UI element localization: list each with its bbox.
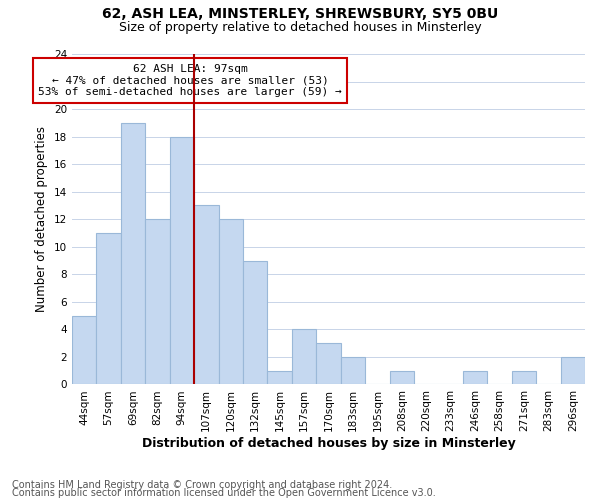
- Bar: [268, 370, 292, 384]
- Text: 62 ASH LEA: 97sqm
← 47% of detached houses are smaller (53)
53% of semi-detached: 62 ASH LEA: 97sqm ← 47% of detached hous…: [38, 64, 342, 97]
- Y-axis label: Number of detached properties: Number of detached properties: [35, 126, 48, 312]
- Bar: [560, 357, 585, 384]
- Bar: [512, 370, 536, 384]
- Bar: [97, 233, 121, 384]
- X-axis label: Distribution of detached houses by size in Minsterley: Distribution of detached houses by size …: [142, 437, 515, 450]
- Bar: [243, 260, 268, 384]
- Text: Size of property relative to detached houses in Minsterley: Size of property relative to detached ho…: [119, 21, 481, 34]
- Bar: [194, 206, 218, 384]
- Text: Contains HM Land Registry data © Crown copyright and database right 2024.: Contains HM Land Registry data © Crown c…: [12, 480, 392, 490]
- Bar: [292, 330, 316, 384]
- Bar: [341, 357, 365, 384]
- Text: Contains public sector information licensed under the Open Government Licence v3: Contains public sector information licen…: [12, 488, 436, 498]
- Bar: [145, 219, 170, 384]
- Bar: [72, 316, 97, 384]
- Bar: [389, 370, 414, 384]
- Bar: [121, 123, 145, 384]
- Bar: [316, 343, 341, 384]
- Bar: [170, 136, 194, 384]
- Bar: [218, 219, 243, 384]
- Text: 62, ASH LEA, MINSTERLEY, SHREWSBURY, SY5 0BU: 62, ASH LEA, MINSTERLEY, SHREWSBURY, SY5…: [102, 8, 498, 22]
- Bar: [463, 370, 487, 384]
